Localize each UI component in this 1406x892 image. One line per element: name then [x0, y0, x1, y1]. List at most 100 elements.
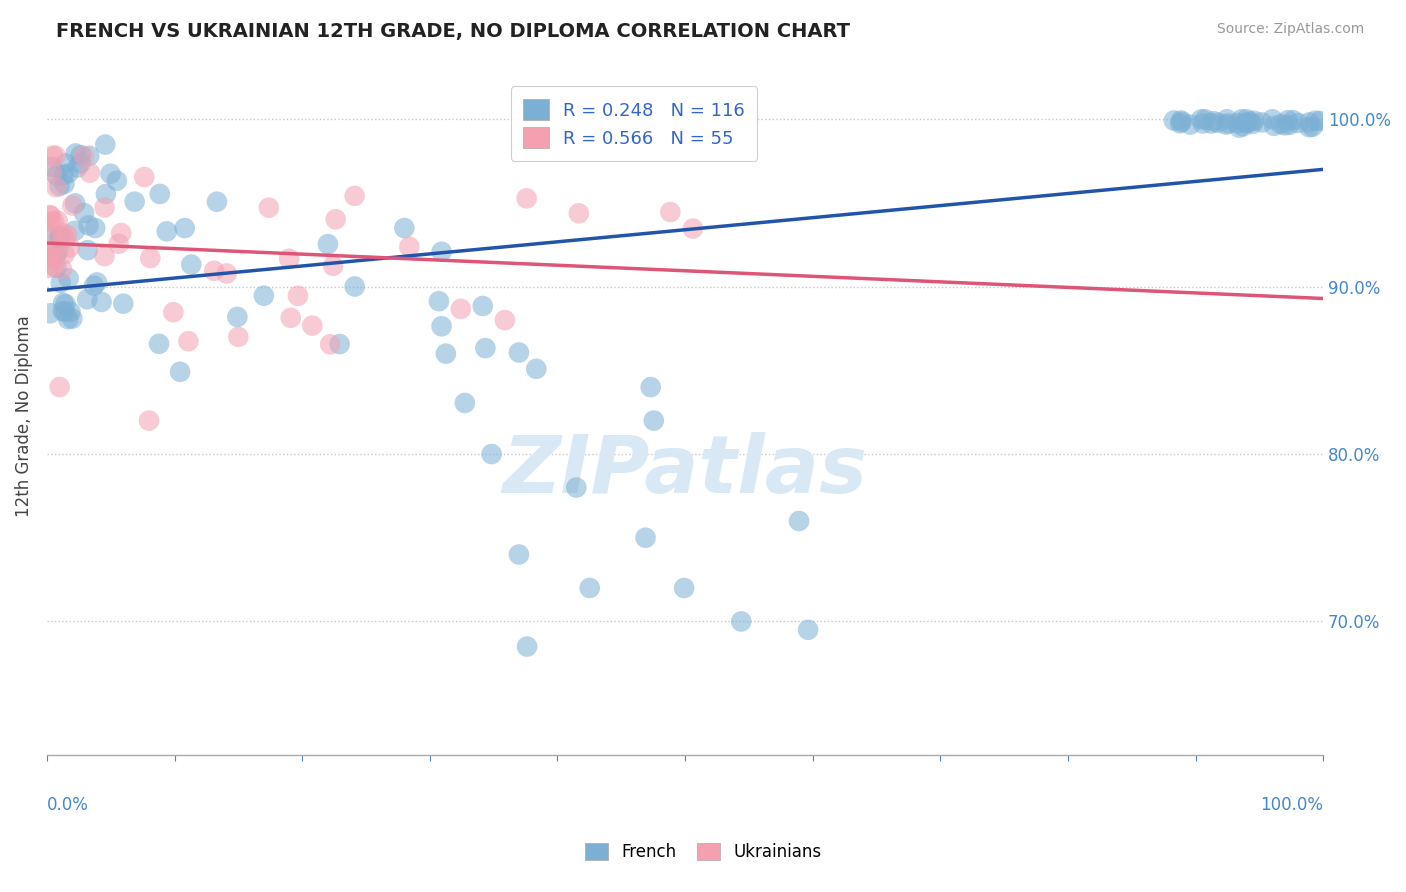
- Point: [55, 297, 77, 311]
- Point: [1180, 118, 1202, 132]
- Point: [471, 299, 494, 313]
- Point: [319, 337, 342, 351]
- Point: [1278, 118, 1301, 132]
- Point: [1236, 116, 1258, 130]
- Point: [76, 243, 98, 257]
- Point: [287, 289, 309, 303]
- Point: [45, 169, 67, 183]
- Point: [37, 250, 59, 264]
- Point: [39, 209, 62, 223]
- Point: [682, 221, 704, 235]
- Point: [730, 615, 752, 629]
- Point: [180, 258, 202, 272]
- Point: [430, 244, 453, 259]
- Point: [90, 295, 112, 310]
- Point: [60, 199, 83, 213]
- Point: [1227, 120, 1250, 135]
- Point: [53, 231, 76, 245]
- Point: [1261, 112, 1284, 127]
- Point: [568, 206, 591, 220]
- Point: [1234, 116, 1257, 130]
- Point: [325, 212, 347, 227]
- Point: [84, 221, 107, 235]
- Point: [107, 236, 129, 251]
- Point: [41, 165, 63, 179]
- Point: [112, 296, 135, 310]
- Point: [66, 161, 89, 175]
- Point: [1282, 113, 1305, 128]
- Point: [481, 447, 503, 461]
- Point: [1191, 116, 1213, 130]
- Point: [1218, 116, 1240, 130]
- Point: [41, 160, 63, 174]
- Point: [257, 201, 280, 215]
- Point: [494, 313, 516, 327]
- Text: ZIPatlas: ZIPatlas: [502, 432, 868, 509]
- Y-axis label: 12th Grade, No Diploma: 12th Grade, No Diploma: [15, 316, 32, 517]
- Point: [516, 191, 538, 205]
- Point: [1251, 115, 1274, 129]
- Text: Source: ZipAtlas.com: Source: ZipAtlas.com: [1216, 22, 1364, 37]
- Point: [53, 177, 76, 191]
- Point: [322, 259, 344, 273]
- Point: [1277, 113, 1299, 128]
- Point: [1199, 116, 1222, 130]
- Point: [49, 229, 72, 244]
- Point: [1239, 114, 1261, 128]
- Point: [1263, 119, 1285, 133]
- Point: [93, 201, 115, 215]
- Point: [139, 251, 162, 265]
- Point: [430, 319, 453, 334]
- Point: [46, 213, 69, 227]
- Point: [45, 247, 67, 261]
- Point: [1189, 112, 1212, 127]
- Point: [56, 227, 79, 242]
- Point: [46, 244, 69, 259]
- Text: 0.0%: 0.0%: [46, 796, 89, 814]
- Point: [301, 318, 323, 333]
- Point: [565, 481, 588, 495]
- Point: [659, 205, 682, 219]
- Point: [60, 311, 83, 326]
- Point: [797, 623, 820, 637]
- Point: [44, 149, 66, 163]
- Point: [1305, 113, 1327, 128]
- Point: [83, 278, 105, 293]
- Point: [39, 215, 62, 229]
- Point: [1298, 120, 1320, 135]
- Point: [253, 288, 276, 302]
- Point: [94, 137, 117, 152]
- Point: [94, 187, 117, 202]
- Point: [454, 396, 477, 410]
- Point: [394, 221, 416, 235]
- Point: [110, 226, 132, 240]
- Point: [53, 247, 76, 261]
- Point: [59, 240, 82, 254]
- Point: [1241, 117, 1264, 131]
- Point: [53, 304, 76, 318]
- Point: [49, 276, 72, 290]
- Point: [69, 148, 91, 162]
- Point: [1168, 116, 1191, 130]
- Point: [1215, 118, 1237, 132]
- Point: [93, 249, 115, 263]
- Point: [73, 149, 96, 163]
- Point: [148, 336, 170, 351]
- Point: [41, 228, 63, 243]
- Point: [1286, 116, 1309, 130]
- Point: [278, 252, 301, 266]
- Legend: R = 0.248   N = 116, R = 0.566   N = 55: R = 0.248 N = 116, R = 0.566 N = 55: [510, 87, 758, 161]
- Point: [39, 208, 62, 222]
- Point: [37, 227, 59, 242]
- Point: [640, 380, 662, 394]
- Point: [38, 247, 60, 261]
- Point: [48, 230, 70, 244]
- Point: [205, 194, 228, 209]
- Point: [1226, 116, 1249, 130]
- Point: [1163, 113, 1185, 128]
- Point: [56, 312, 79, 326]
- Point: [44, 243, 66, 257]
- Point: [52, 168, 75, 182]
- Point: [59, 305, 82, 319]
- Point: [55, 156, 77, 170]
